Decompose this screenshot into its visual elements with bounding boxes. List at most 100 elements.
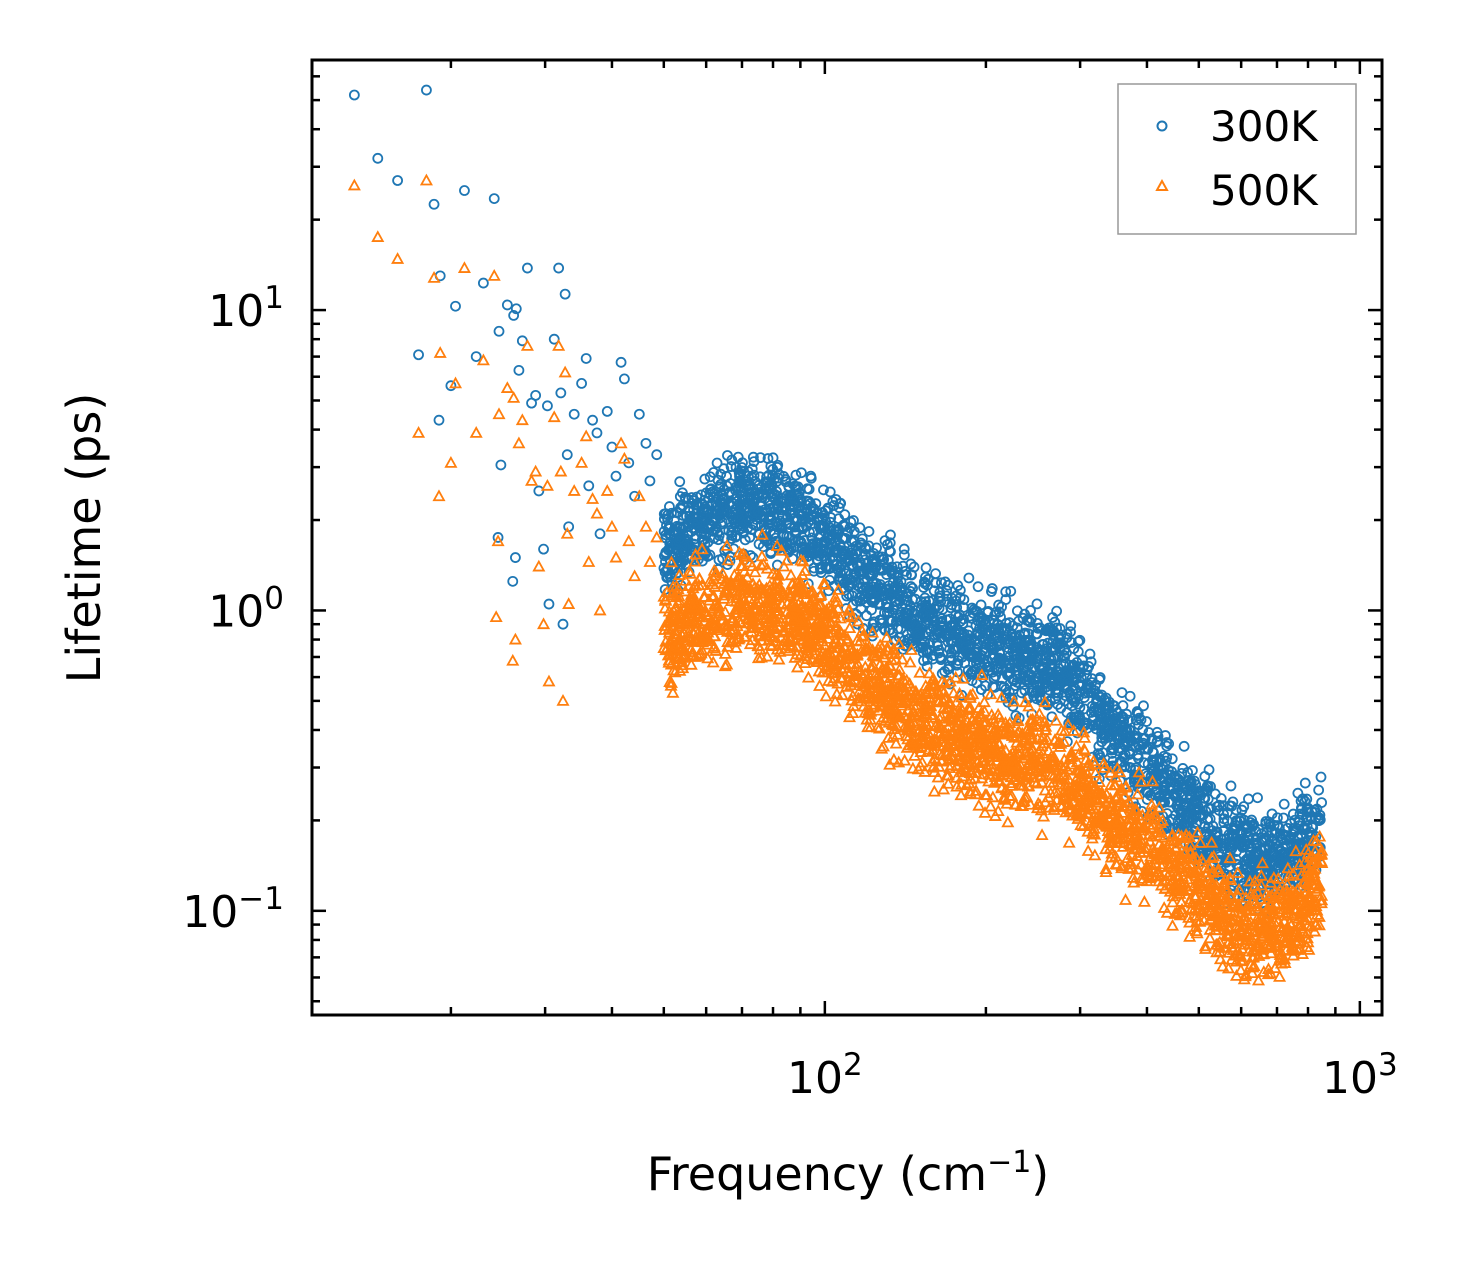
point-500k	[1132, 765, 1146, 778]
point-300k	[1260, 818, 1272, 830]
point-500k	[1034, 803, 1048, 816]
point-300k	[781, 518, 793, 529]
point-500k	[998, 791, 1012, 804]
point-500k	[826, 637, 840, 650]
point-300k	[682, 504, 694, 516]
point-500k	[978, 806, 992, 818]
point-500k	[754, 558, 768, 571]
point-500k	[864, 720, 878, 733]
point-300k	[633, 408, 645, 420]
point-500k	[931, 770, 945, 783]
point-300k	[1245, 817, 1256, 828]
point-300k	[946, 637, 958, 649]
point-300k	[896, 582, 907, 594]
point-500k	[1012, 778, 1027, 791]
point-300k	[977, 625, 989, 637]
point-500k	[556, 694, 570, 706]
point-500k	[870, 720, 884, 733]
point-300k	[1001, 629, 1013, 641]
point-300k	[1074, 667, 1086, 679]
point-300k	[923, 623, 935, 634]
point-300k	[1029, 676, 1041, 688]
point-500k	[1286, 948, 1300, 961]
point-300k	[1306, 806, 1318, 818]
point-300k	[1090, 723, 1102, 735]
point-500k	[457, 261, 471, 273]
point-300k	[763, 510, 775, 521]
point-500k	[444, 456, 458, 468]
point-500k	[875, 661, 889, 673]
point-300k	[951, 659, 963, 671]
point-500k	[904, 643, 918, 655]
point-300k	[942, 579, 954, 591]
point-500k	[1027, 775, 1041, 788]
point-300k	[610, 470, 622, 482]
point-300k	[1019, 685, 1031, 696]
point-300k	[513, 364, 525, 376]
point-500k	[664, 555, 678, 568]
point-300k	[1119, 760, 1131, 772]
point-500k	[1038, 783, 1052, 796]
point-300k	[947, 621, 959, 633]
point-300k	[1074, 634, 1086, 646]
point-300k	[1012, 658, 1024, 669]
point-300k	[765, 548, 777, 559]
point-500k	[605, 519, 619, 532]
point-500k	[600, 484, 614, 496]
point-500k	[540, 478, 554, 491]
point-500k	[1147, 843, 1161, 856]
point-500k	[966, 687, 980, 700]
point-300k	[866, 604, 877, 616]
point-300k	[530, 389, 542, 401]
point-300k	[1095, 711, 1106, 722]
point-300k	[1022, 628, 1034, 640]
point-300k	[712, 534, 724, 546]
point-300k	[1011, 622, 1023, 634]
point-500k	[448, 376, 463, 389]
point-500k	[1050, 793, 1064, 805]
point-500k	[748, 601, 762, 614]
point-300k	[1040, 681, 1052, 693]
point-500k	[1244, 957, 1258, 970]
point-500k	[1216, 959, 1230, 972]
point-300k	[898, 549, 910, 561]
point-300k	[767, 463, 779, 475]
point-500k	[707, 641, 721, 654]
point-500k	[1061, 718, 1075, 730]
point-500k	[927, 784, 941, 797]
point-500k	[964, 772, 978, 785]
point-300k	[1270, 827, 1282, 839]
point-300k	[1071, 727, 1083, 739]
point-500k	[1264, 946, 1278, 959]
point-300k	[1170, 791, 1182, 803]
point-300k	[844, 573, 856, 585]
point-500k	[1032, 707, 1046, 719]
point-500k	[1135, 808, 1149, 821]
point-500k	[1309, 834, 1323, 847]
point-500k	[1022, 699, 1036, 712]
point-300k	[1313, 813, 1324, 825]
point-500k	[935, 731, 949, 744]
point-500k	[552, 339, 566, 351]
point-300k	[606, 441, 618, 453]
point-500k	[567, 484, 581, 496]
point-300k	[1135, 714, 1147, 726]
point-300k	[1206, 825, 1218, 837]
point-500k	[1150, 865, 1164, 878]
point-300k	[721, 480, 733, 492]
point-500k	[819, 689, 833, 702]
point-500k	[884, 678, 898, 691]
point-300k	[929, 629, 940, 641]
point-500k	[790, 639, 804, 652]
point-300k	[1281, 834, 1293, 846]
point-300k	[962, 629, 974, 641]
point-500k	[1167, 857, 1182, 869]
point-300k	[712, 474, 724, 486]
point-500k	[508, 632, 522, 645]
point-500k	[1115, 859, 1129, 872]
point-300k	[1191, 817, 1203, 828]
point-300k	[1000, 586, 1012, 598]
point-500k	[895, 652, 909, 665]
point-500k	[586, 492, 600, 504]
point-300k	[1045, 658, 1056, 670]
